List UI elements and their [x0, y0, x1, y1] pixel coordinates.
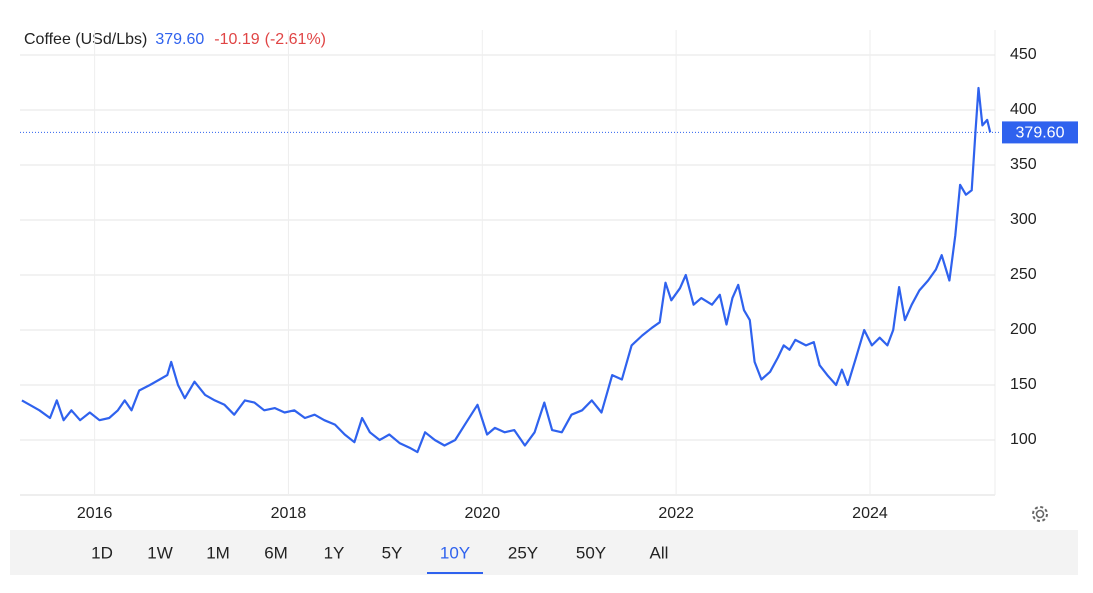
range-button[interactable]: All — [650, 543, 669, 562]
title: Coffee (USd/Lbs) — [24, 31, 147, 48]
last-price: 379.60 — [155, 31, 204, 48]
range-button[interactable]: 1D — [91, 543, 113, 562]
x-tick-label: 2020 — [465, 505, 501, 522]
range-button[interactable]: 10Y — [440, 543, 470, 562]
range-button[interactable]: 25Y — [508, 543, 538, 562]
y-tick-label: 100 — [1010, 431, 1037, 448]
range-button[interactable]: 1Y — [324, 543, 345, 562]
x-tick-label: 2016 — [77, 505, 113, 522]
range-button[interactable]: 50Y — [576, 543, 606, 562]
x-tick-label: 2022 — [658, 505, 694, 522]
change: -10.19 — [214, 31, 259, 48]
last-price-tag-label: 379.60 — [1016, 125, 1065, 142]
range-button[interactable]: 5Y — [382, 543, 403, 562]
range-button[interactable]: 6M — [264, 543, 288, 562]
y-tick-label: 400 — [1010, 101, 1037, 118]
header: Coffee (USd/Lbs) 379.60 -10.19 (-2.61%) — [24, 31, 326, 48]
range-button[interactable]: 1W — [147, 543, 173, 562]
last-price-tag — [1002, 121, 1078, 144]
y-tick-label: 150 — [1010, 376, 1037, 393]
y-tick-label: 450 — [1010, 46, 1037, 63]
y-tick-label: 300 — [1010, 211, 1037, 228]
x-tick-label: 2024 — [852, 505, 888, 522]
price-line — [21, 86, 992, 454]
toolbar — [10, 530, 1078, 575]
y-tick-label: 250 — [1010, 266, 1037, 283]
y-tick-label: 350 — [1010, 156, 1037, 173]
settings-icon[interactable] — [1032, 506, 1048, 522]
x-tick-label: 2018 — [271, 505, 307, 522]
range-button[interactable]: 1M — [206, 543, 230, 562]
change-pct: (-2.61%) — [265, 31, 326, 48]
y-tick-label: 200 — [1010, 321, 1037, 338]
